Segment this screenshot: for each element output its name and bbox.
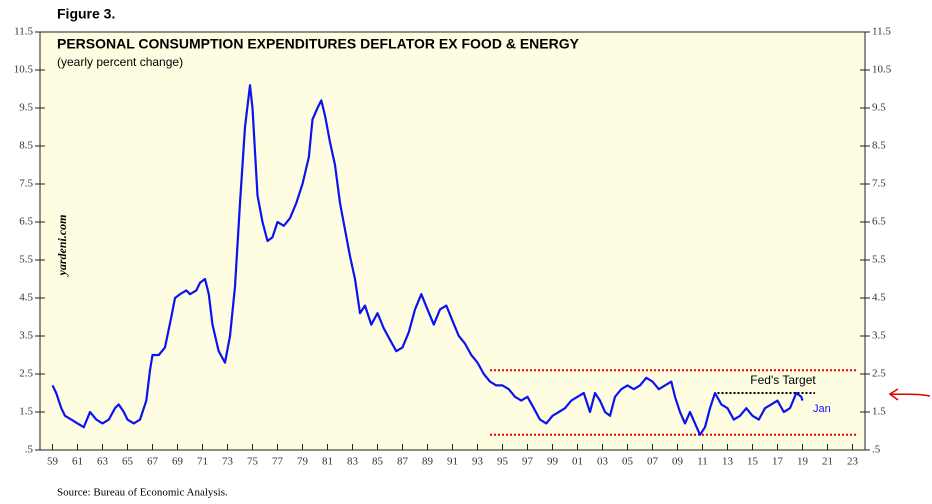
x-tick-label: 89 [422,456,434,468]
annotation: Jan [813,403,831,415]
x-tick-label: 23 [847,456,859,468]
y-tick-label: 5.5 [19,254,33,266]
watermark: yardeni.com [55,215,69,278]
x-tick-label: 67 [147,456,159,468]
y-tick-label: 6.5 [19,216,33,228]
y2-tick-label: 5.5 [872,254,886,266]
x-tick-label: 11 [697,456,708,468]
y2-tick-label: 10.5 [872,64,892,76]
y2-tick-label: 8.5 [872,140,886,152]
y-tick-label: 2.5 [19,368,33,380]
annotation: Fed's Target [750,373,816,387]
x-tick-label: 87 [397,456,409,468]
y2-tick-label: .5 [872,444,881,456]
x-tick-label: 19 [797,456,809,468]
y2-tick-label: 1.5 [872,406,886,418]
x-tick-label: 59 [47,456,59,468]
plot-area [39,31,866,451]
x-tick-label: 73 [222,456,234,468]
x-tick-label: 93 [472,456,484,468]
x-tick-label: 69 [172,456,184,468]
y2-tick-label: 9.5 [872,102,886,114]
y-tick-label: 7.5 [19,178,33,190]
x-tick-label: 85 [372,456,384,468]
red-arrow [888,388,931,401]
y-tick-label: 1.5 [19,406,33,418]
x-tick-label: 05 [622,456,634,468]
y2-tick-label: 4.5 [872,292,886,304]
x-tick-label: 09 [672,456,684,468]
arrow-shaft [889,393,931,397]
y2-tick-label: 2.5 [872,368,886,380]
y2-tick-label: 11.5 [872,26,891,38]
x-tick-label: 97 [522,456,534,468]
y2-tick-label: 7.5 [872,178,886,190]
chart-subtitle: (yearly percent change) [57,55,183,69]
y2-tick-label: 3.5 [872,330,886,342]
y-tick-label: 9.5 [19,102,33,114]
x-tick-label: 15 [747,456,759,468]
y-tick-label: 10.5 [14,64,34,76]
y-tick-label: 3.5 [19,330,33,342]
x-tick-label: 99 [547,456,559,468]
x-tick-label: 91 [447,456,458,468]
source: Source: Bureau of Economic Analysis. [57,487,228,499]
x-tick-label: 03 [597,456,609,468]
x-tick-label: 13 [722,456,734,468]
x-tick-label: 17 [772,456,784,468]
x-tick-label: 95 [497,456,509,468]
x-tick-label: 77 [272,456,284,468]
arrow-head [888,388,899,401]
x-tick-label: 01 [572,456,583,468]
x-tick-label: 63 [97,456,109,468]
y-tick-label: 4.5 [19,292,33,304]
x-tick-label: 83 [347,456,359,468]
x-tick-label: 71 [197,456,208,468]
x-tick-label: 75 [247,456,259,468]
x-tick-label: 65 [122,456,134,468]
y-tick-label: 8.5 [19,140,33,152]
y-tick-label: .5 [25,444,34,456]
line-series [51,84,804,436]
x-tick-label: 61 [72,456,83,468]
x-tick-label: 21 [822,456,833,468]
x-tick-label: 79 [297,456,309,468]
y2-tick-label: 6.5 [872,216,886,228]
chart-title: PERSONAL CONSUMPTION EXPENDITURES DEFLAT… [57,36,580,52]
x-tick-label: 07 [647,456,659,468]
figure-label: Figure 3. [57,6,115,22]
y-tick-label: 11.5 [14,26,33,38]
x-tick-label: 81 [322,456,333,468]
